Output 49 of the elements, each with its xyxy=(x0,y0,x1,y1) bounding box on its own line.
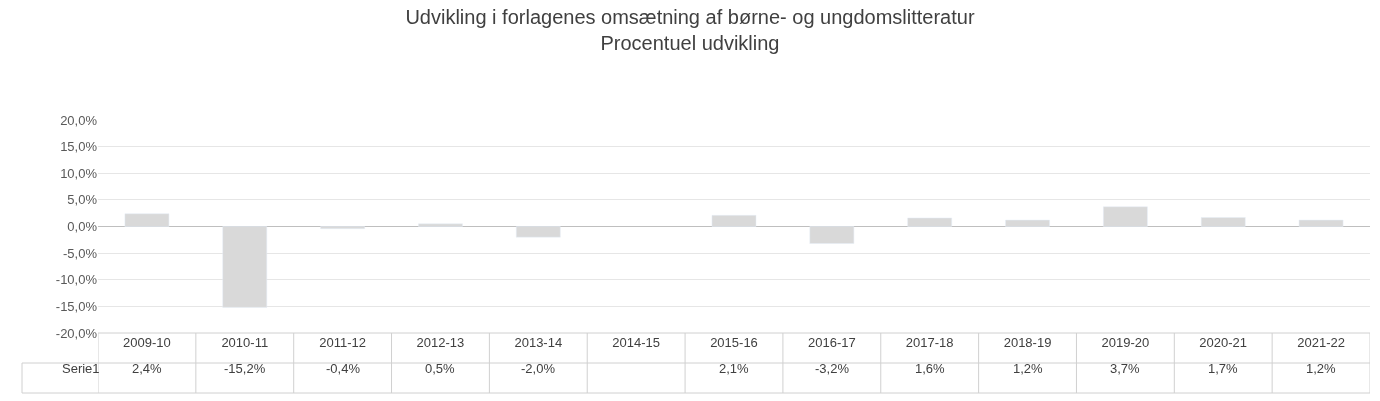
y-tick-label: -5,0% xyxy=(63,245,98,261)
bar xyxy=(124,213,170,227)
data-label: 2,4% xyxy=(132,361,163,376)
y-tick-label: -20,0% xyxy=(55,325,98,341)
text: Serie1 xyxy=(62,361,100,376)
bar xyxy=(907,217,952,227)
y-tick-label: 5,0% xyxy=(67,192,98,208)
bar xyxy=(222,226,268,308)
data-label: -15,2% xyxy=(224,361,266,376)
x-tick-label: 2011-12 xyxy=(319,335,366,350)
data-label: 1,7% xyxy=(1208,361,1239,376)
data-label: 1,2% xyxy=(1306,361,1337,376)
data-label: -0,4% xyxy=(326,361,361,376)
bar xyxy=(418,223,463,227)
chart-subtitle: Procentuel udvikling xyxy=(600,32,780,54)
data-label: 1,6% xyxy=(915,361,946,376)
x-tick-label: 2015-16 xyxy=(710,335,758,350)
y-tick-label: 20,0% xyxy=(60,112,98,128)
chart-title: Udvikling i forlagenes omsætning af børne- og ungdomslitteratur xyxy=(405,6,975,28)
data-label: 0,5% xyxy=(425,361,456,376)
x-tick-label: 2016-17 xyxy=(807,335,856,350)
data-label: 1,2% xyxy=(1013,361,1044,376)
bar xyxy=(1103,206,1148,227)
x-tick-label: 2019-20 xyxy=(1101,335,1150,350)
data-label: 3,7% xyxy=(1110,361,1141,376)
bar xyxy=(809,226,855,244)
x-tick-label: 2014-15 xyxy=(612,335,661,350)
y-tick-label: 10,0% xyxy=(60,165,98,181)
x-tick-label: 2013-14 xyxy=(514,335,563,350)
y-tick-label: -15,0% xyxy=(55,298,98,314)
data-label: -3,2% xyxy=(815,361,850,376)
bar xyxy=(1005,219,1050,227)
bar xyxy=(1298,219,1344,227)
bar xyxy=(320,226,365,229)
x-tick-label: 2009-10 xyxy=(123,335,171,350)
y-tick-label: -10,0% xyxy=(55,272,98,288)
x-tick-label: 2018-19 xyxy=(1003,335,1052,350)
bar xyxy=(711,215,757,227)
x-tick-label: 2017-18 xyxy=(905,335,954,350)
x-tick-label: 2012-13 xyxy=(416,335,465,350)
y-tick-label: 0,0% xyxy=(67,219,98,235)
x-tick-label: 2010-11 xyxy=(221,335,269,350)
data-label: 2,1% xyxy=(719,361,750,376)
x-tick-label: 2021-22 xyxy=(1297,335,1345,350)
bar xyxy=(1200,217,1246,227)
y-tick-label: 15,0% xyxy=(60,139,98,155)
x-tick-label: 2020-21 xyxy=(1199,335,1248,350)
bar xyxy=(516,226,561,238)
data-label: -2,0% xyxy=(521,361,556,376)
